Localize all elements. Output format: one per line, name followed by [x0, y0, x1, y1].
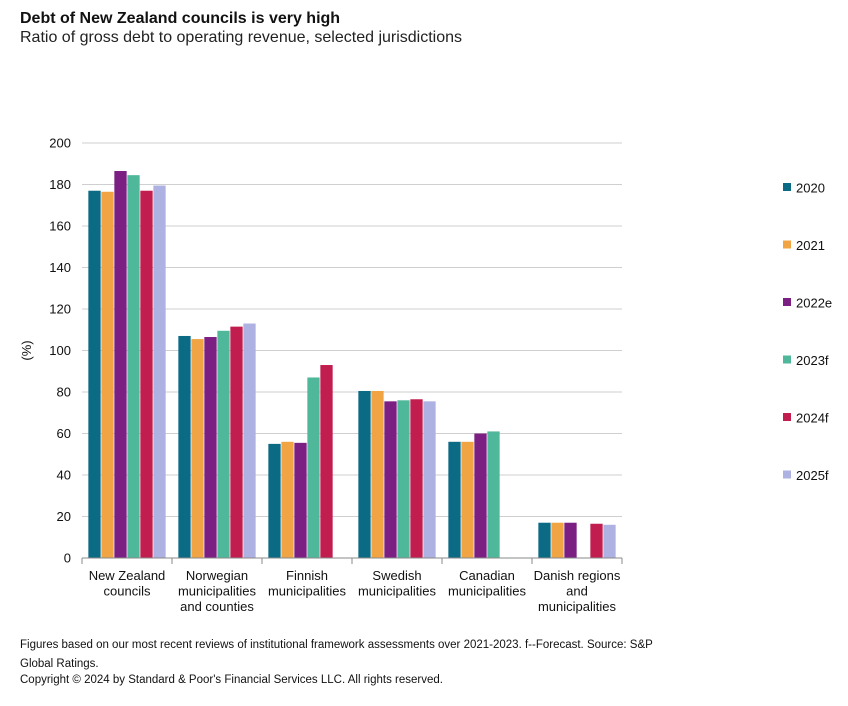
- bar: [410, 399, 423, 558]
- y-tick-label: 180: [49, 177, 71, 192]
- bar: [101, 191, 114, 558]
- bar: [448, 441, 461, 558]
- bar: [397, 400, 410, 558]
- bar: [603, 524, 616, 558]
- y-axis-label: (%): [19, 340, 34, 360]
- bar: [461, 441, 474, 558]
- bar: [358, 390, 371, 558]
- bar: [564, 522, 577, 558]
- bar: [127, 175, 140, 558]
- legend-swatch: [783, 240, 791, 249]
- bar: [538, 522, 551, 558]
- copyright: Copyright © 2024 by Standard & Poor's Fi…: [20, 674, 443, 686]
- bar: [230, 326, 243, 558]
- y-tick-label: 20: [57, 509, 71, 524]
- bar: [140, 190, 153, 558]
- bar: [320, 365, 333, 558]
- legend: 2020 2021 2022e 2023f 2024f 2025f: [783, 181, 832, 483]
- legend-label: 2023f: [796, 353, 829, 368]
- bar: [243, 323, 256, 558]
- legend-label: 2021: [796, 238, 825, 253]
- bar: [178, 335, 191, 558]
- bar: [281, 441, 294, 558]
- bar-group: [88, 171, 616, 558]
- x-tick-label: Finnish municipalities: [268, 568, 347, 599]
- legend-swatch: [783, 298, 791, 306]
- bar: [217, 330, 230, 558]
- legend-swatch: [783, 470, 791, 479]
- x-tick-label: New Zealand councils: [89, 568, 166, 599]
- y-tick-label: 0: [64, 551, 71, 566]
- bar: [384, 401, 397, 558]
- bar: [551, 522, 564, 558]
- legend-swatch: [783, 183, 791, 191]
- legend-label: 2020: [796, 181, 825, 196]
- x-tick-label: Norwegian municipalities and counties: [178, 568, 257, 614]
- bar: [153, 185, 166, 558]
- bar: [268, 443, 281, 558]
- bar: [88, 190, 101, 558]
- y-tick-label: 200: [49, 136, 71, 151]
- bar: [423, 401, 436, 558]
- bar: [371, 390, 384, 558]
- legend-swatch: [783, 355, 791, 364]
- legend-label: 2025f: [796, 468, 829, 483]
- legend-label: 2024f: [796, 411, 829, 426]
- bar: [590, 523, 603, 558]
- legend-label: 2022e: [796, 296, 832, 311]
- bar: [294, 442, 307, 558]
- bar: [204, 337, 217, 558]
- y-tick-label: 160: [49, 219, 71, 234]
- bar: [307, 377, 320, 558]
- x-tick-label: Swedish municipalities: [358, 568, 437, 599]
- x-tick-label: Canadian municipalities: [448, 568, 527, 599]
- y-tick-label: 140: [49, 260, 71, 275]
- y-tick-label: 40: [57, 468, 71, 483]
- y-tick-label: 80: [57, 385, 71, 400]
- bar: [114, 171, 127, 558]
- chart-title: Debt of New Zealand councils is very hig…: [20, 10, 341, 27]
- legend-swatch: [783, 413, 791, 421]
- y-tick-label: 100: [49, 343, 71, 358]
- chart-subtitle: Ratio of gross debt to operating revenue…: [20, 29, 463, 46]
- x-tick-label: Danish regions and municipalities: [534, 568, 621, 614]
- y-tick-label: 60: [57, 426, 71, 441]
- bar: [191, 339, 204, 558]
- y-tick-label: 120: [49, 302, 71, 317]
- axes: 0 20 40 60 80 100 120 140 160 180 200 (%) New Zealan…: [19, 136, 623, 614]
- bar: [487, 431, 500, 558]
- gridlines: [82, 142, 622, 517]
- bar: [474, 433, 487, 558]
- footnote: Figures based on our most recent reviews…: [20, 639, 653, 670]
